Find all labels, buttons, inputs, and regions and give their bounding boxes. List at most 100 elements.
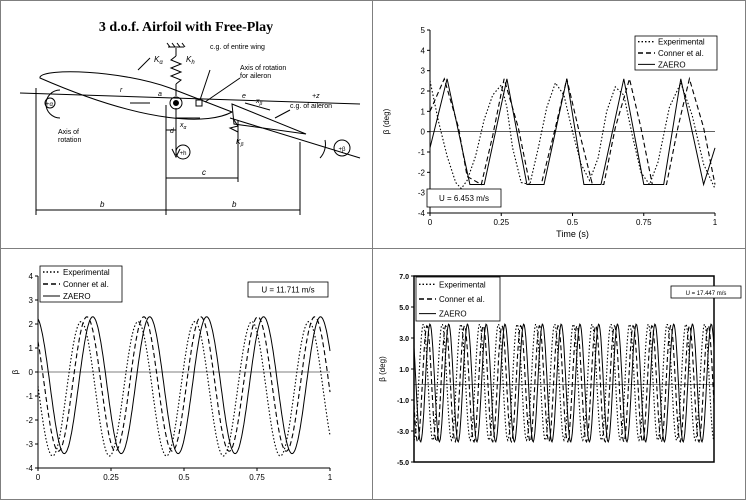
y-tick-label: -2 [418,168,426,177]
series-zaero [413,323,715,443]
ground-hatch-3 [176,42,181,48]
label-plus-alpha: +α [46,102,54,108]
y-tick-label: 5 [421,26,426,35]
leader-axis-aileron [204,77,241,103]
annotation-box [247,281,329,298]
x-tick-label: 0.5 [178,473,190,482]
x-tick-label: 0.25 [493,218,509,227]
legend-label: ZAERO [63,292,91,301]
y-axis-label: β [11,369,20,374]
legend-label: Conner et al. [439,295,485,304]
y-tick-label: 3.0 [399,336,409,343]
legend-label: Conner et al. [658,49,704,58]
legend-label: Experimental [63,268,110,277]
label-axis-rot-1: Axis of [58,129,79,136]
alpha-arc [45,89,61,119]
label-plus-beta: +β [339,147,347,153]
leader-cg [199,69,211,101]
y-tick-label: 1 [29,344,34,353]
x-tick-label: 1 [713,218,718,227]
label-b2: b [232,200,237,209]
torsion-ground [137,57,151,71]
y-tick-label: 2 [29,320,34,329]
chord-line [19,92,361,105]
annotation-text: U = 17.447 m/s [686,291,727,297]
legend-label: ZAERO [439,310,467,319]
series-zaero [429,78,716,187]
diagram-title: 3 d.o.f. Airfoil with Free-Play [99,20,273,35]
y-tick-label: -5.0 [397,460,409,467]
x-tick-label: 1 [328,473,333,482]
legend-label: Conner et al. [63,280,109,289]
legend-label: Experimental [658,38,705,47]
horizontal-divider [0,248,746,249]
airfoil-drawing [19,42,361,215]
y-axis-label: β (deg) [378,356,387,382]
y-tick-label: -4 [26,464,34,473]
x-tick-label: 0 [428,218,433,227]
spring-coil [169,55,183,85]
label-e: e [242,93,246,100]
y-tick-label: 2 [421,87,426,96]
series-conner-et-al [37,316,331,452]
x-axis-label: Time (s) [556,229,589,239]
svg-text:xβ: xβ [255,98,263,107]
y-tick-label: -4 [418,209,426,218]
y-tick-label: 4 [421,46,426,55]
y-axis-label: β (deg) [382,108,391,134]
airfoil-diagram: 3 d.o.f. Airfoil with Free-Play [19,20,361,215]
aileron-chord-line [229,117,361,159]
diagram-labels: Kα Kh c.g. of entire wing Axis of rotati… [46,44,346,209]
h-circle [175,144,191,160]
y-tick-label: -3.0 [397,429,409,436]
plunge-arrowhead [171,148,181,159]
ground-hatch-1 [166,42,171,48]
label-d: d [170,128,175,135]
y-tick-label: -3 [418,189,426,198]
series-experimental [37,321,331,457]
vertical-divider [372,0,373,500]
elastic-axis-inner [173,100,179,106]
label-axis-aileron-2: for aileron [240,73,271,80]
svg-text:Kh: Kh [186,55,195,66]
aileron-shape [231,103,307,135]
label-axis-rot-2: rotation [58,137,81,144]
x-tick-label: 0 [36,473,41,482]
annotation-text: U = 11.711 m/s [261,286,314,295]
x-tick-label: 0.25 [103,473,119,482]
alpha-circle [44,97,56,109]
svg-text:Kβ: Kβ [236,139,244,148]
label-cg-wing: c.g. of entire wing [210,44,265,51]
series-conner-et-al [429,76,716,186]
label-plus-z: +z [312,93,320,100]
y-tick-label: -2 [26,416,34,425]
y-tick-label: 0 [29,368,34,377]
y-tick-label: 7.0 [399,274,409,281]
legend-label: Experimental [439,280,486,289]
label-plus-h: +h [180,151,187,157]
y-tick-label: 3 [29,296,34,305]
y-tick-label: 1 [421,107,426,116]
label-c: c [202,168,206,177]
label-b1: b [100,200,105,209]
label-axis-aileron-1: Axis of rotation [240,65,286,72]
beta-circle [333,139,351,157]
y-tick-label: -3 [26,440,34,449]
series-zaero [37,316,331,455]
airfoil-body [39,71,234,120]
chart-u-17447: 7.0 5.0 3.0 1.0 -1.0 -3.0 -5.0 β (deg) Experimen… [378,274,742,467]
y-tick-label: -1 [26,392,34,401]
y-tick-label: 3 [421,67,426,76]
annotation-text: U = 6.453 m/s [439,194,489,203]
y-tick-label: 4 [29,272,34,281]
y-tick-label: 5.0 [399,305,409,312]
beta-arc [319,139,326,159]
label-r: r [120,87,123,94]
annotation-box [426,188,502,208]
legend-label: ZAERO [658,60,686,69]
leader-cg-aileron [274,109,291,119]
y-tick-label: 0 [421,128,426,137]
ground-hatch-2 [171,42,176,48]
